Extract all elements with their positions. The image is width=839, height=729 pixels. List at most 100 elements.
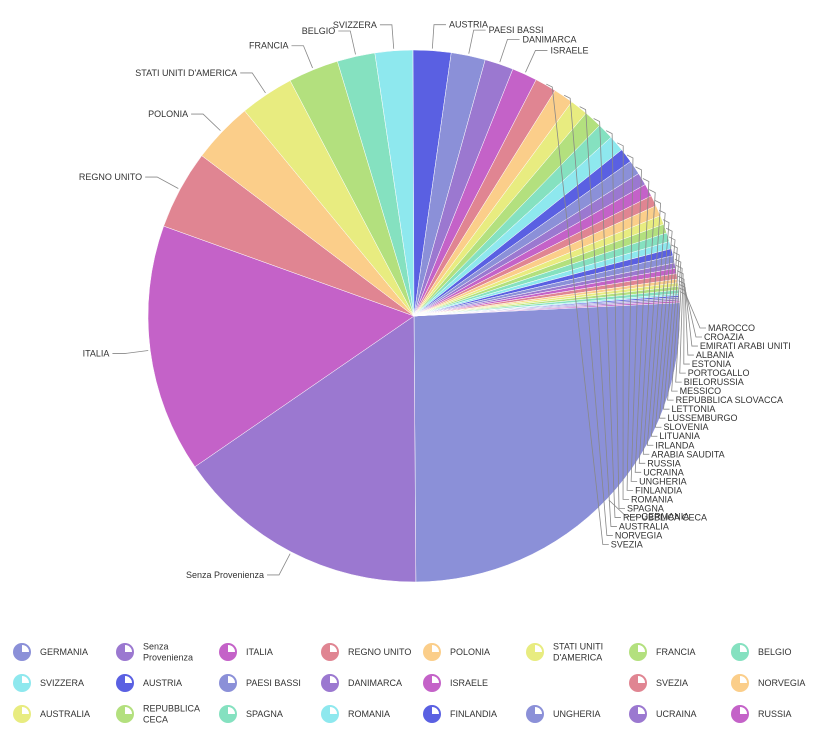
leader-line <box>650 219 670 437</box>
slice-label-estonia: ESTONIA <box>692 359 731 369</box>
leader-line <box>563 94 613 536</box>
legend-pie-icon-wedge <box>535 707 542 714</box>
slice-label-israele: ISRAELE <box>550 45 588 55</box>
leader-line <box>593 118 621 518</box>
legend-pie-icon-wedge <box>740 707 747 714</box>
legend-item-finlandia[interactable]: FINLANDIA <box>423 705 497 723</box>
legend-item-germania[interactable]: GERMANIA <box>13 643 88 661</box>
slice-label-germania: GERMANIA <box>641 511 689 521</box>
leader-line <box>630 166 642 482</box>
legend-item-spagna[interactable]: SPAGNA <box>219 705 283 723</box>
leader-line <box>642 199 662 455</box>
legend-label: SVIZZERA <box>40 678 84 688</box>
legend-pie-icon-wedge <box>228 676 235 683</box>
slice-senza-provenienza[interactable] <box>194 315 417 583</box>
leader-line <box>240 72 266 94</box>
slice-label-lituania: LITUANIA <box>659 431 700 441</box>
slice-label-romania: ROMANIA <box>631 494 673 504</box>
legend-label: UNGHERIA <box>553 709 601 719</box>
legend-pie-icon-wedge <box>22 676 29 683</box>
legend-item-paesi-bassi[interactable]: PAESI BASSI <box>219 674 301 692</box>
legend-item-svizzera[interactable]: SVIZZERA <box>13 674 84 692</box>
legend-pie-icon-wedge <box>638 707 645 714</box>
slice-label-lettonia: LETTONIA <box>672 404 716 414</box>
slice-unlabeled-42[interactable] <box>413 300 680 317</box>
legend-item-francia[interactable]: FRANCIA <box>629 643 696 661</box>
legend-label: ISRAELE <box>450 678 488 688</box>
slice-label-danimarca: DANIMARCA <box>523 34 577 44</box>
slice-label-slovenia: SLOVENIA <box>663 422 708 432</box>
legend-pie-icon-wedge <box>432 707 439 714</box>
leader-line <box>291 45 313 69</box>
slice-label-lussemburgo: LUSSEMBURGO <box>668 413 738 423</box>
legend-label: POLONIA <box>450 647 490 657</box>
slice-label-bielorussia: BIELORUSSIA <box>684 377 744 387</box>
legend-item-romania[interactable]: ROMANIA <box>321 705 390 723</box>
legend-item-ungheria[interactable]: UNGHERIA <box>526 705 601 723</box>
legend-pie-icon-wedge <box>432 676 439 683</box>
slice-label-croazia: CROAZIA <box>704 332 744 342</box>
legend-item-norvegia[interactable]: NORVEGIA <box>731 674 805 692</box>
legend-pie-icon-wedge <box>228 707 235 714</box>
legend-pie-icon-wedge <box>740 645 747 652</box>
legend-item-israele[interactable]: ISRAELE <box>423 674 488 692</box>
legend-item-austria[interactable]: AUSTRIA <box>116 674 182 692</box>
leader-line <box>525 50 548 73</box>
slice-label-australia: AUSTRALIA <box>619 521 669 531</box>
slice-italia[interactable] <box>147 225 415 468</box>
legend-item-italia[interactable]: ITALIA <box>219 643 273 661</box>
slice-label-regno-unito: REGNO UNITO <box>79 172 142 182</box>
legend-item-senza-provenienza[interactable]: Senza Provenienza <box>116 642 193 663</box>
leader-line <box>679 291 706 329</box>
legend-pie-icon-wedge <box>535 645 542 652</box>
legend-label: ITALIA <box>246 647 273 657</box>
legend-item-danimarca[interactable]: DANIMARCA <box>321 674 402 692</box>
legend-label: REPUBBLICA CECA <box>143 704 200 725</box>
legend-pie-icon-wedge <box>228 645 235 652</box>
leader-line <box>626 154 634 491</box>
leader-line <box>646 209 666 446</box>
slice-label-norvegia: NORVEGIA <box>615 530 662 540</box>
legend-label: RUSSIA <box>758 709 792 719</box>
leader-line <box>659 236 676 419</box>
leader-line <box>638 189 656 464</box>
slice-label-albania: ALBANIA <box>696 350 734 360</box>
slice-label-irlanda: IRLANDA <box>655 440 694 450</box>
leader-line <box>675 265 683 383</box>
leader-line <box>579 106 617 527</box>
leader-line <box>663 244 678 410</box>
leader-line <box>655 227 673 428</box>
slice-label-polonia: POLONIA <box>148 109 188 119</box>
slice-label-messico: MESSICO <box>680 386 722 396</box>
legend-item-australia[interactable]: AUSTRALIA <box>13 705 90 723</box>
legend-item-repubblica-ceca[interactable]: REPUBBLICA CECA <box>116 704 200 725</box>
leader-line <box>676 270 686 374</box>
legend-label: AUSTRALIA <box>40 709 90 719</box>
leader-line <box>605 130 625 509</box>
legend-pie-icon-wedge <box>22 707 29 714</box>
legend-item-regno-unito[interactable]: REGNO UNITO <box>321 643 411 661</box>
leader-line <box>546 83 609 545</box>
legend-pie-icon-wedge <box>432 645 439 652</box>
legend-label: AUSTRIA <box>143 678 182 688</box>
legend-label: REGNO UNITO <box>348 647 411 657</box>
leader-line <box>678 280 694 356</box>
legend-label: UCRAINA <box>656 709 697 719</box>
leader-line <box>191 113 221 131</box>
legend-label: NORVEGIA <box>758 678 805 688</box>
legend-item-ucraina[interactable]: UCRAINA <box>629 705 697 723</box>
legend-pie-icon-wedge <box>330 645 337 652</box>
legend-label: PAESI BASSI <box>246 678 301 688</box>
legend-label: FINLANDIA <box>450 709 497 719</box>
legend-pie-icon-wedge <box>740 676 747 683</box>
legend-item-belgio[interactable]: BELGIO <box>731 643 792 661</box>
slice-labels: GERMANIA Senza Provenienza ITALIA REGNO UNI… <box>79 20 791 580</box>
legend-item-svezia[interactable]: SVEZIA <box>629 674 688 692</box>
legend-label: ROMANIA <box>348 709 390 719</box>
slice-label-paesi-bassi: PAESI BASSI <box>489 25 544 35</box>
legend-item-polonia[interactable]: POLONIA <box>423 643 490 661</box>
legend-item-russia[interactable]: RUSSIA <box>731 705 792 723</box>
slice-label-francia: FRANCIA <box>249 41 289 51</box>
legend-item-stati-uniti-d-america[interactable]: STATI UNITI D'AMERICA <box>526 642 603 663</box>
